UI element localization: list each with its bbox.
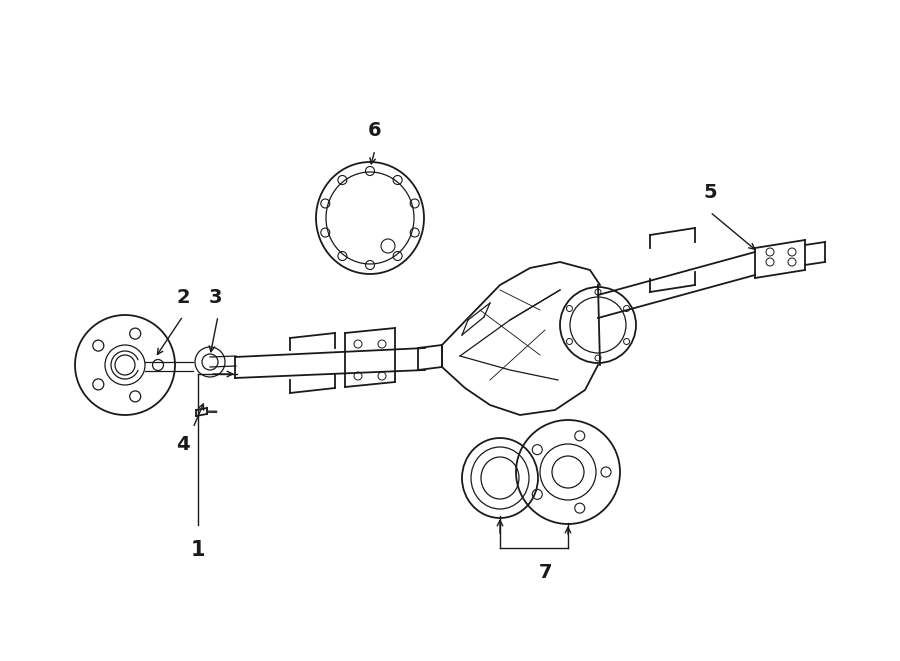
Text: 1: 1 [191,540,205,560]
Text: 6: 6 [368,121,382,140]
Text: 2: 2 [176,288,190,307]
Text: 3: 3 [208,288,221,307]
Text: 4: 4 [176,435,190,454]
Text: 7: 7 [538,563,552,582]
Text: 5: 5 [703,183,716,202]
